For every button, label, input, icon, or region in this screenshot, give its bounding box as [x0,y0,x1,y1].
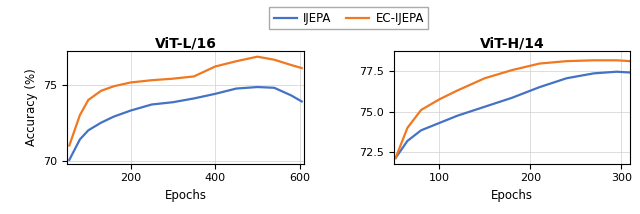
IJEPA [404,140,412,142]
IJEPA [481,106,488,108]
EC-IJEPA [417,109,425,111]
EC-IJEPA [169,77,177,80]
Line: IJEPA: IJEPA [69,87,301,160]
EC-IJEPA [590,59,598,62]
Line: EC-IJEPA: EC-IJEPA [69,57,301,146]
X-axis label: Epochs: Epochs [164,189,207,202]
X-axis label: Epochs: Epochs [491,189,533,202]
IJEPA [211,93,219,95]
EC-IJEPA [97,89,105,92]
IJEPA [127,109,134,112]
IJEPA [435,122,443,124]
EC-IJEPA [563,60,570,62]
IJEPA [110,115,118,118]
IJEPA [84,129,92,132]
IJEPA [536,86,543,88]
IJEPA [298,100,305,103]
EC-IJEPA [287,64,295,66]
EC-IJEPA [76,114,84,116]
EC-IJEPA [627,60,634,62]
IJEPA [563,77,570,80]
Line: IJEPA: IJEPA [396,72,630,158]
EC-IJEPA [84,99,92,101]
IJEPA [148,103,156,106]
EC-IJEPA [392,157,399,159]
EC-IJEPA [435,98,443,101]
EC-IJEPA [148,79,156,82]
IJEPA [454,114,461,117]
IJEPA [417,129,425,132]
EC-IJEPA [454,89,461,92]
EC-IJEPA [481,77,488,80]
EC-IJEPA [211,65,219,68]
EC-IJEPA [253,55,261,58]
EC-IJEPA [127,81,134,84]
IJEPA [97,121,105,124]
Legend: IJEPA, EC-IJEPA: IJEPA, EC-IJEPA [269,7,429,29]
IJEPA [169,101,177,104]
IJEPA [392,157,399,159]
EC-IJEPA [404,127,412,129]
IJEPA [76,138,84,141]
IJEPA [65,159,73,161]
Title: ViT-H/14: ViT-H/14 [480,36,545,50]
EC-IJEPA [271,58,278,61]
Line: EC-IJEPA: EC-IJEPA [396,60,630,158]
IJEPA [590,72,598,75]
Title: ViT-L/16: ViT-L/16 [155,36,216,50]
IJEPA [613,70,621,73]
EC-IJEPA [65,144,73,147]
EC-IJEPA [613,59,621,62]
EC-IJEPA [232,60,240,62]
IJEPA [287,94,295,97]
Y-axis label: Accuracy (%): Accuracy (%) [25,69,38,146]
IJEPA [253,86,261,88]
IJEPA [627,71,634,74]
EC-IJEPA [536,62,543,65]
EC-IJEPA [298,67,305,69]
EC-IJEPA [190,75,198,78]
IJEPA [271,86,278,89]
IJEPA [508,97,516,99]
IJEPA [232,87,240,90]
EC-IJEPA [110,85,118,88]
IJEPA [190,97,198,100]
EC-IJEPA [508,69,516,71]
